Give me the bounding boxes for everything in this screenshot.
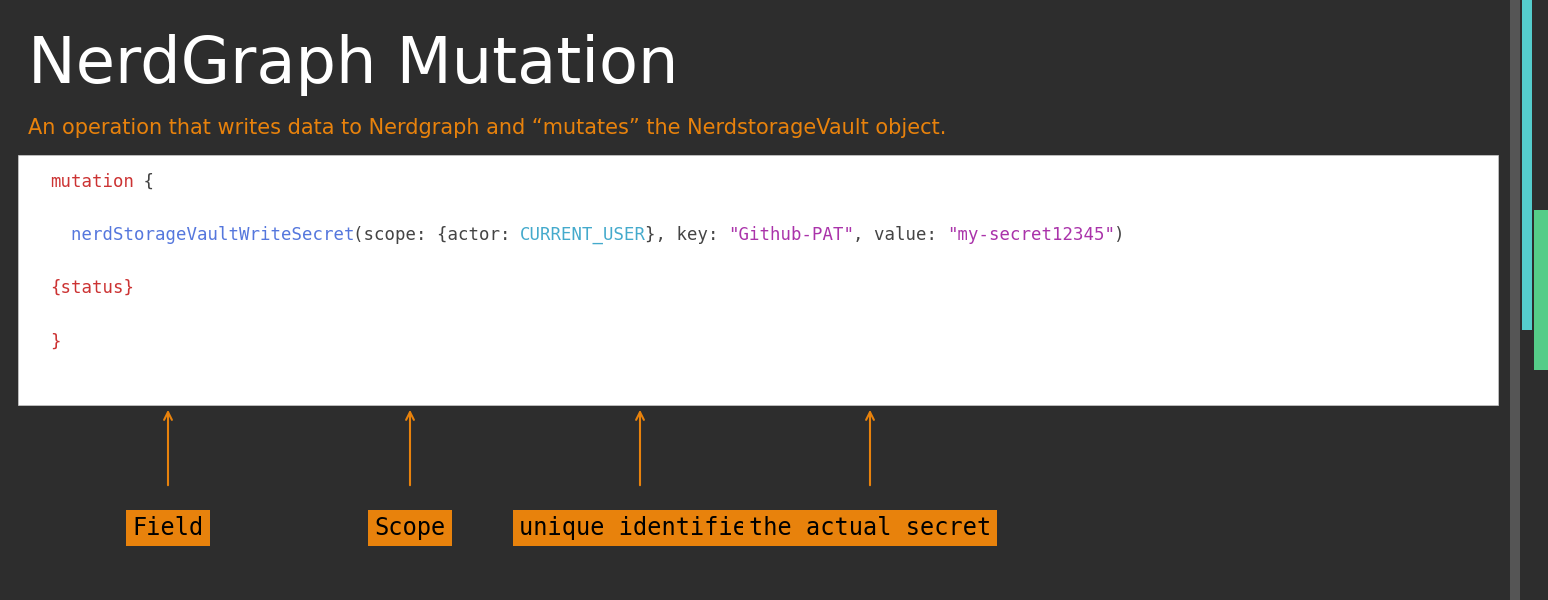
Text: unique identifier: unique identifier	[519, 516, 762, 540]
Text: Field: Field	[133, 516, 204, 540]
Text: NerdGraph Mutation: NerdGraph Mutation	[28, 34, 678, 96]
Text: mutation: mutation	[50, 173, 135, 191]
Text: Scope: Scope	[375, 516, 446, 540]
Text: , value:: , value:	[853, 226, 947, 244]
Text: {status}: {status}	[50, 279, 135, 297]
Bar	[1509, 0, 1520, 600]
Text: "my-secret12345": "my-secret12345"	[947, 226, 1115, 244]
Text: ): )	[1115, 226, 1125, 244]
FancyBboxPatch shape	[19, 155, 1498, 405]
Bar	[1522, 0, 1533, 330]
Bar	[1534, 210, 1548, 370]
Text: CURRENT_USER: CURRENT_USER	[520, 226, 646, 244]
Text: the actual secret: the actual secret	[749, 516, 991, 540]
Text: {: {	[133, 173, 155, 191]
Text: }, key:: }, key:	[644, 226, 729, 244]
Text: "Github-PAT": "Github-PAT"	[728, 226, 854, 244]
Text: nerdStorageVaultWriteSecret: nerdStorageVaultWriteSecret	[50, 226, 354, 244]
Text: An operation that writes data to Nerdgraph and “mutates” the NerdstorageVault ob: An operation that writes data to Nerdgra…	[28, 118, 946, 138]
Text: (scope: {actor:: (scope: {actor:	[353, 226, 520, 244]
Text: }: }	[50, 333, 60, 351]
